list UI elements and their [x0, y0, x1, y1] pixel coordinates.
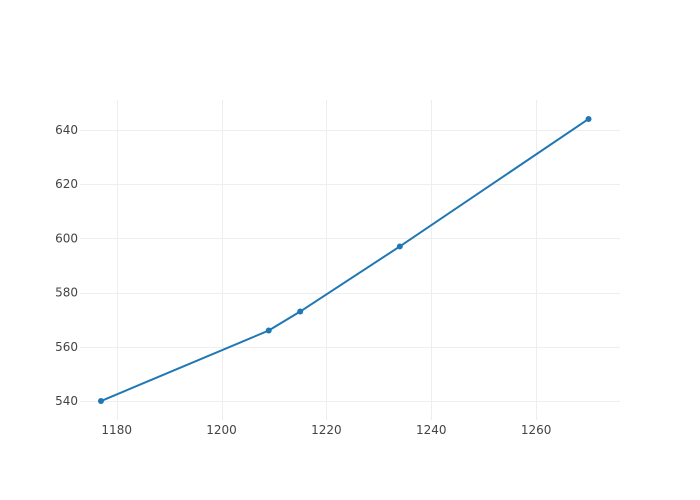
- x-gridlines: [117, 100, 537, 420]
- y-tick-label: 560: [55, 340, 78, 354]
- y-tick-label: 580: [55, 286, 78, 300]
- data-point[interactable]: [265, 327, 272, 334]
- y-tick-label: 640: [55, 123, 78, 137]
- x-tick-label: 1180: [101, 423, 132, 437]
- data-point[interactable]: [97, 398, 104, 405]
- data-point[interactable]: [297, 308, 304, 315]
- y-tick-label: 540: [55, 394, 78, 408]
- data-point[interactable]: [585, 115, 592, 122]
- data-point[interactable]: [396, 243, 403, 250]
- y-tick-label: 600: [55, 231, 78, 245]
- x-axis-tick-labels: 1180 1200 1220 1240 1260: [101, 423, 551, 437]
- series-line: [99, 117, 590, 403]
- x-tick-label: 1200: [206, 423, 237, 437]
- y-gridlines: [80, 130, 620, 402]
- y-axis-tick-labels: 540 560 580 600 620 640: [55, 123, 78, 408]
- x-tick-label: 1240: [416, 423, 447, 437]
- plot-series: [97, 115, 592, 405]
- x-tick-label: 1260: [521, 423, 552, 437]
- x-tick-label: 1220: [311, 423, 342, 437]
- y-tick-label: 620: [55, 177, 78, 191]
